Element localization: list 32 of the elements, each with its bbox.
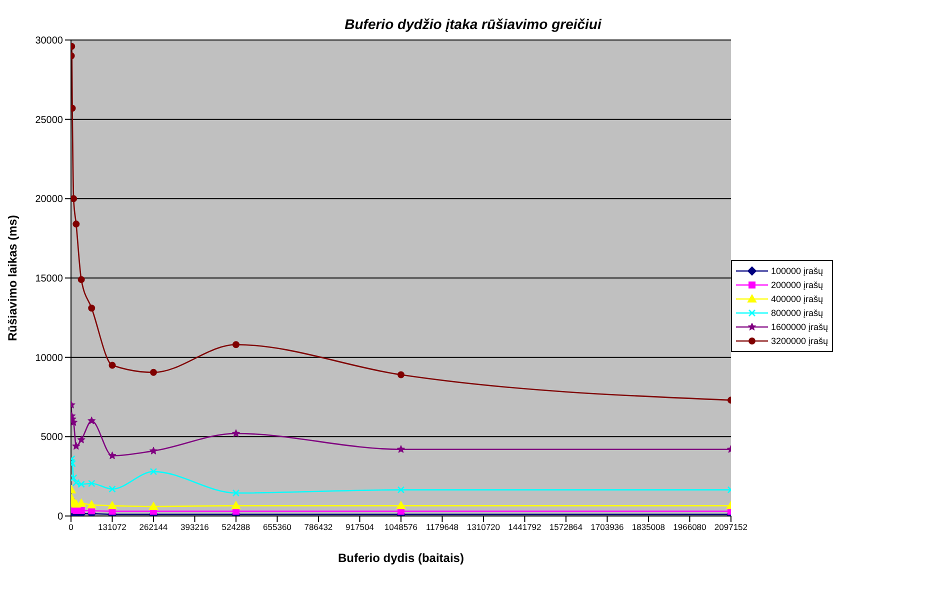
legend-label: 1600000 įrašų: [770, 322, 828, 332]
legend-label: 400000 įrašų: [770, 294, 823, 304]
x-tick-label: 1441792: [508, 522, 542, 532]
y-tick-label: 10000: [35, 352, 64, 364]
legend-label: 800000 įrašų: [770, 308, 823, 318]
x-tick-label: 917504: [346, 522, 374, 532]
x-tick-label: 131072: [98, 522, 127, 532]
x-tick-label: 1835008: [632, 522, 666, 532]
y-tick-label: 25000: [35, 114, 64, 126]
x-tick-label: 262144: [139, 522, 168, 532]
y-tick-label: 30000: [35, 36, 64, 47]
x-tick-label: 1310720: [466, 522, 500, 532]
legend-label: 200000 įrašų: [770, 280, 823, 290]
y-tick-label: 20000: [35, 194, 64, 206]
y-tick-label: 5000: [40, 432, 64, 444]
legend-label: 3200000 įrašų: [770, 336, 828, 346]
y-tick-label: 0: [57, 512, 64, 523]
x-tick-label: 1179648: [426, 522, 459, 532]
x-tick-label: 786432: [304, 522, 333, 532]
x-tick-label: 1048576: [384, 522, 418, 532]
x-tick-label: 393216: [180, 522, 210, 532]
x-tick-label: 655360: [263, 522, 292, 532]
x-tick-label: 2097152: [714, 522, 748, 532]
x-tick-label: 1703936: [590, 522, 624, 532]
x-tick-label: 524288: [222, 522, 250, 532]
x-tick-label: 0: [68, 522, 74, 532]
legend-label: 100000 įrašų: [770, 266, 823, 276]
x-tick-label: 1572864: [549, 522, 583, 532]
chart-title: Buferio dydžio įtaka rūšiavimo greičiui: [344, 16, 602, 34]
x-axis-title: Buferio dydis (baitais): [338, 551, 464, 565]
x-tick-label: 1966080: [673, 522, 707, 532]
y-tick-label: 15000: [35, 274, 64, 285]
